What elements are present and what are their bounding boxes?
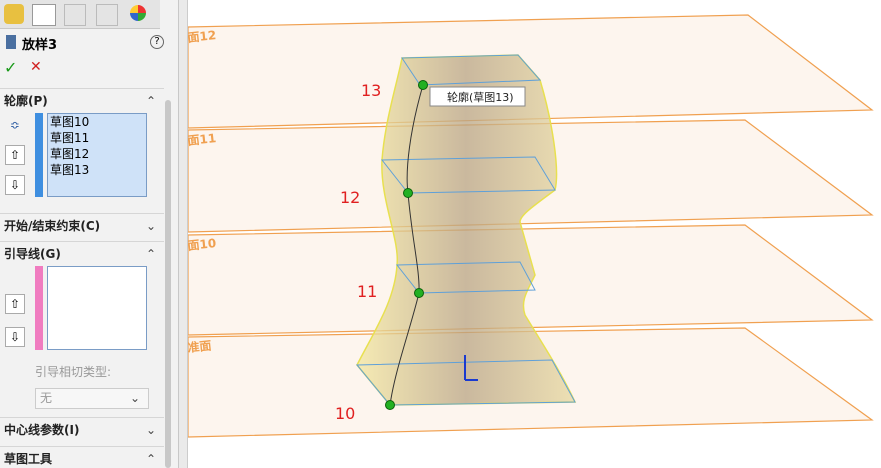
plane-labels: 面12 面11 面10 准面 — [188, 28, 217, 355]
profile-numbers: 13 12 11 10 — [335, 81, 381, 423]
chevron: ⌃ — [145, 94, 156, 108]
header-text: 引导线(G) — [4, 247, 61, 261]
centerline-header[interactable]: 中心线参数(I) ⌄ — [0, 417, 164, 442]
connectors — [385, 80, 428, 410]
sketch-profiles — [355, 54, 576, 406]
cancel-button[interactable]: ✕ — [30, 59, 42, 75]
profile-number: 11 — [357, 282, 377, 301]
chevron: ⌄ — [145, 219, 156, 233]
connector-point[interactable] — [403, 188, 413, 198]
chevron: ⌄ — [129, 391, 140, 405]
plane-label: 面11 — [188, 131, 217, 148]
plane-label: 面10 — [188, 236, 217, 253]
splitter[interactable] — [179, 0, 188, 468]
dropdown-value: 无 — [40, 391, 53, 405]
guides-header[interactable]: 引导线(G) ⌃ — [0, 241, 164, 266]
guide-color — [35, 266, 43, 350]
connector-line — [389, 84, 424, 406]
origin-triad — [464, 355, 478, 381]
connector-point[interactable] — [385, 400, 395, 410]
connector-point[interactable] — [414, 288, 424, 298]
ok-button[interactable]: ✓ — [4, 58, 18, 77]
help-button[interactable]: ? — [150, 35, 164, 49]
list-item[interactable]: 草图12 — [50, 147, 90, 161]
dimxpert-tab[interactable] — [96, 4, 118, 26]
profile-number: 12 — [340, 188, 360, 207]
profile-sketch — [395, 261, 536, 294]
tangency-dropdown[interactable]: 无 ⌄ — [35, 388, 149, 409]
sketch-tools-header[interactable]: 草图工具 ⌃ — [0, 446, 164, 468]
list-item[interactable]: 草图13 — [50, 163, 90, 177]
profile-sketch — [380, 156, 556, 194]
profiles-header[interactable]: 轮廓(P) ⌃ — [0, 88, 164, 113]
guide-list[interactable] — [47, 266, 147, 350]
profile-icon: ≎ — [10, 118, 21, 132]
profile-list[interactable]: 草图10 草图11 草图12 草图13 — [47, 113, 147, 197]
profile-number: 13 — [361, 81, 381, 100]
profile-number: 10 — [335, 404, 355, 423]
tooltip-text: 轮廓(草图13) — [447, 90, 514, 104]
plane-label: 面12 — [188, 28, 217, 45]
header-text: 草图工具 — [4, 452, 53, 466]
manager-tabs — [0, 0, 160, 29]
profile-color — [35, 113, 43, 197]
plane-label: 准面 — [188, 338, 212, 355]
feature-title: 放样3 — [22, 38, 58, 53]
property-manager: 放样3 ? ✓ ✕ 轮廓(P) ⌃ ≎ 草图10 草图11 草图12 草图13 ⇧… — [0, 0, 179, 468]
chevron: ⌄ — [145, 423, 156, 437]
loft-icon — [6, 35, 16, 49]
tangency-label: 引导相切类型: — [35, 365, 112, 379]
list-item[interactable]: 草图11 — [50, 131, 90, 145]
profile-sketch — [401, 54, 542, 86]
chevron: ⌃ — [145, 452, 156, 466]
header-text: 开始/结束约束(C) — [4, 219, 101, 233]
chevron: ⌃ — [145, 247, 156, 261]
move-up[interactable]: ⇧ — [5, 145, 25, 165]
scrollbar[interactable] — [165, 100, 171, 468]
connector-point[interactable] — [418, 80, 428, 90]
header-text: 中心线参数(I) — [4, 423, 80, 437]
move-down[interactable]: ⇩ — [5, 327, 25, 347]
list-item[interactable]: 草图10 — [50, 115, 90, 129]
move-up[interactable]: ⇧ — [5, 294, 25, 314]
start-end-header[interactable]: 开始/结束约束(C) ⌄ — [0, 213, 164, 238]
graphics-viewport: 面12 面11 面10 准面 轮廓(草图13) 13 12 — [188, 14, 874, 438]
display-tab[interactable] — [130, 5, 146, 21]
config-tab[interactable] — [64, 4, 86, 26]
property-tab[interactable] — [32, 4, 56, 26]
tooltip-box — [429, 86, 526, 107]
feature-tab[interactable] — [4, 4, 24, 24]
profile-sketch — [355, 359, 576, 406]
header-text: 轮廓(P) — [4, 94, 48, 108]
move-down[interactable]: ⇩ — [5, 175, 25, 195]
